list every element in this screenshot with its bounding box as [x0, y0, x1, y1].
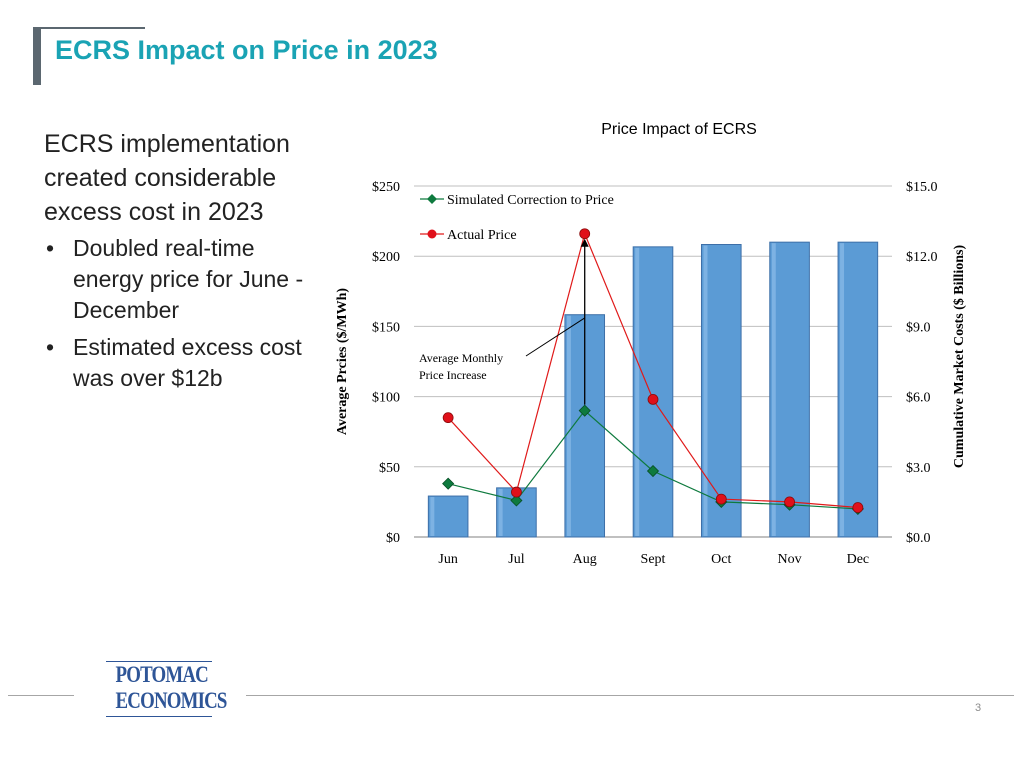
legend-marker-actual	[427, 229, 437, 239]
y-right-tick-label: $12.0	[906, 250, 938, 265]
annotation-text: Price Increase	[419, 368, 487, 382]
bullet-text: Estimated excess cost was over $12b	[73, 334, 302, 391]
title-accent-line	[41, 27, 145, 29]
logo-rule	[106, 716, 212, 717]
bar	[427, 495, 469, 538]
bullet-list: ECRS implementation created considerable…	[44, 127, 324, 400]
actual-price-point	[647, 394, 659, 405]
y-left-tick-label: $100	[372, 391, 400, 406]
x-tick-label: Dec	[847, 552, 870, 567]
page-number: 3	[975, 702, 982, 714]
y-left-axis-label: Average Prcies ($/MWh)	[335, 288, 350, 436]
y-right-tick-label: $9.0	[906, 320, 931, 335]
legend-label: Simulated Correction to Price	[447, 193, 614, 208]
x-tick-label: Jun	[438, 552, 457, 567]
bullet-dot: •	[46, 334, 55, 360]
bar	[700, 244, 742, 538]
x-tick-label: Sept	[641, 552, 666, 567]
lead-text: ECRS implementation created considerable…	[44, 130, 290, 226]
actual-price-point	[852, 502, 864, 513]
simulated-price-point	[510, 494, 523, 507]
actual-price-point	[442, 412, 454, 424]
bar-highlight	[840, 243, 845, 536]
y-right-tick-label: $0.0	[906, 531, 931, 546]
actual-price-point	[511, 486, 522, 498]
annotation-leader-line	[525, 317, 585, 357]
legend-label: Actual Price	[447, 228, 517, 243]
bar-highlight	[703, 245, 708, 536]
annotation-text: Average Monthly	[419, 351, 503, 365]
bullet-text: Doubled real-time energy price for June …	[73, 235, 304, 323]
actual-price-point	[579, 228, 591, 240]
bar	[632, 246, 674, 538]
legend-marker-simulated	[427, 194, 437, 204]
annotation-arrow-head	[580, 238, 589, 247]
bar	[769, 241, 810, 538]
y-left-tick-label: $150	[372, 320, 400, 335]
bullet-item: • Estimated excess cost was over $12b	[44, 332, 324, 394]
logo-line-1: POTOMAC	[115, 662, 209, 687]
y-left-tick-label: $0	[386, 531, 400, 546]
y-right-tick-label: $3.0	[906, 461, 931, 476]
actual-price-point	[715, 493, 727, 505]
simulated-price-point	[578, 404, 591, 417]
simulated-price-point	[442, 477, 455, 490]
actual-price-point	[784, 496, 795, 508]
bullet-dot: •	[46, 235, 55, 261]
x-tick-label: Oct	[711, 552, 731, 567]
slide-title: ECRS Impact on Price in 2023	[55, 35, 438, 65]
potomac-economics-logo: POTOMAC ECONOMICS	[106, 661, 228, 717]
bar-highlight	[771, 243, 776, 536]
bar-highlight	[566, 315, 571, 536]
price-impact-chart: Price Impact of ECRS $0 $50 $100 $150 $200 $25…	[335, 121, 967, 567]
chart-title: Price Impact of ECRS	[601, 121, 757, 138]
bar-highlight	[498, 488, 503, 536]
x-tick-label: Aug	[573, 552, 597, 567]
x-tick-label: Nov	[778, 552, 802, 567]
y-right-tick-label: $15.0	[906, 180, 938, 195]
bar-highlight	[430, 497, 435, 536]
x-tick-label: Jul	[508, 552, 524, 567]
bullet-item: • Doubled real-time energy price for Jun…	[44, 233, 324, 326]
bar	[837, 241, 879, 538]
y-right-tick-label: $6.0	[906, 391, 931, 406]
footer-divider	[246, 695, 1014, 696]
title-accent-bar	[33, 27, 41, 85]
footer-divider	[8, 695, 74, 696]
y-right-axis-label: Cumulative Market Costs ($ Billions)	[952, 245, 967, 469]
simulated-price-point	[646, 464, 660, 478]
bar-highlight	[635, 247, 640, 536]
y-left-tick-label: $250	[372, 180, 400, 195]
logo-line-2: ECONOMICS	[115, 688, 228, 713]
y-left-tick-label: $50	[379, 461, 400, 476]
logo-rule	[106, 661, 212, 662]
y-left-tick-label: $200	[372, 250, 400, 265]
